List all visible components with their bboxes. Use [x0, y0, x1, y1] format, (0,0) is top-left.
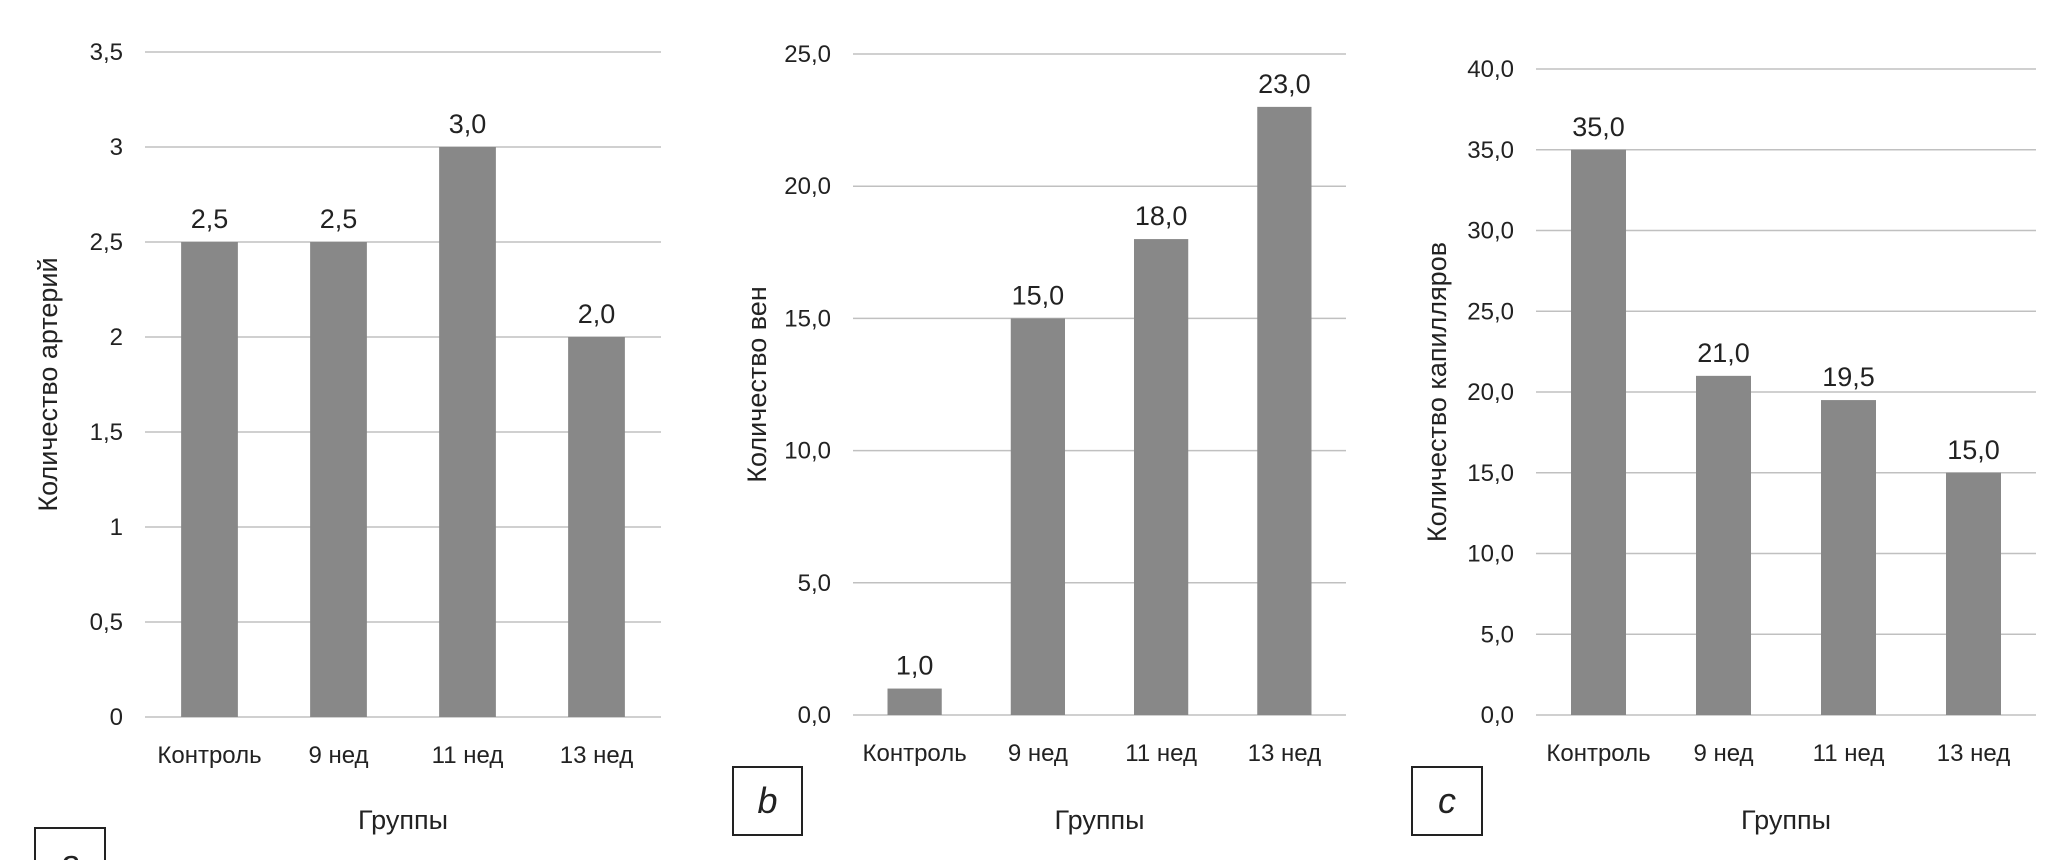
x-axis-title: Группы [358, 805, 448, 835]
y-tick-label: 25,0 [784, 41, 831, 68]
bar [1571, 149, 1626, 715]
x-tick-label: 9 нед [1008, 740, 1068, 767]
y-tick-label: 3,5 [90, 39, 123, 66]
bar [1134, 239, 1189, 715]
bar [439, 147, 496, 717]
data-label: 19,5 [1822, 362, 1875, 392]
y-tick-label: 0 [110, 704, 123, 731]
y-tick-label: 35,0 [1467, 137, 1514, 164]
data-label: 18,0 [1135, 201, 1188, 231]
y-tick-label: 5,0 [1481, 621, 1514, 648]
x-tick-label: Контроль [863, 740, 967, 767]
x-tick-label: 13 нед [1248, 740, 1321, 767]
x-tick-label: 9 нед [308, 742, 368, 769]
y-tick-label: 15,0 [1467, 460, 1514, 487]
y-tick-label: 5,0 [798, 570, 831, 597]
y-tick-label: 10,0 [1467, 541, 1514, 568]
chart-c: 0,0 5,0 10,0 15,0 20,0 25,0 30,0 35,0 40,0 35,0 Ко… [1411, 56, 2036, 836]
data-label: 15,0 [1947, 435, 2000, 465]
y-tick-label: 0,5 [90, 609, 123, 636]
data-label: 2,5 [191, 204, 229, 234]
bar [1696, 375, 1751, 715]
panel-label: a [60, 842, 80, 860]
chart-b: 0,0 5,0 10,0 15,0 20,0 25,0 1,0 Контроль 15,0 9 н… [732, 41, 1346, 836]
data-label: 3,0 [449, 109, 487, 139]
x-tick-label: 11 нед [432, 742, 504, 769]
data-label: 15,0 [1012, 280, 1065, 310]
x-tick-label: 11 нед [1125, 740, 1197, 767]
y-tick-label: 25,0 [1467, 298, 1514, 325]
y-tick-label: 3 [110, 134, 123, 161]
y-tick-label: 40,0 [1467, 56, 1514, 83]
y-tick-label: 10,0 [784, 438, 831, 465]
x-tick-label: Контроль [1546, 740, 1650, 767]
y-tick-label: 30,0 [1467, 218, 1514, 245]
y-tick-label: 2,5 [90, 229, 123, 256]
bar [1010, 318, 1065, 715]
y-axis-title: Количество капилляров [1422, 242, 1452, 542]
x-axis-title: Группы [1055, 805, 1145, 835]
bar [568, 337, 625, 717]
y-tick-label: 20,0 [1467, 379, 1514, 406]
x-axis-title: Группы [1741, 805, 1831, 835]
data-label: 1,0 [896, 651, 934, 681]
y-tick-label: 15,0 [784, 305, 831, 332]
chart-a: 0 0,5 1 1,5 2 2,5 3 3,5 2,5 Контроль 2,5 9 нед 3,0 11… [33, 39, 661, 860]
panel-label: c [1438, 780, 1456, 821]
data-label: 21,0 [1697, 338, 1750, 368]
y-axis-title: Количество артерий [33, 257, 63, 511]
bar [181, 242, 238, 717]
bar [1257, 106, 1312, 715]
bar [310, 242, 367, 717]
x-tick-label: 13 нед [560, 742, 633, 769]
bar [1946, 472, 2001, 715]
y-tick-label: 20,0 [784, 173, 831, 200]
y-axis-title: Количество вен [742, 286, 772, 482]
panel-label-box [732, 766, 803, 836]
data-label: 23,0 [1258, 69, 1311, 99]
data-label: 35,0 [1572, 112, 1625, 142]
y-tick-label: 2 [110, 324, 123, 351]
y-tick-label: 0,0 [798, 702, 831, 729]
x-tick-label: 9 нед [1693, 740, 1753, 767]
y-tick-label: 1 [110, 514, 123, 541]
panel-label-box [1411, 766, 1483, 836]
data-label: 2,5 [320, 204, 358, 234]
y-tick-label: 1,5 [90, 419, 123, 446]
y-tick-label: 0,0 [1481, 702, 1514, 729]
data-label: 2,0 [578, 299, 616, 329]
x-tick-label: Контроль [157, 742, 261, 769]
x-tick-label: 13 нед [1937, 740, 2010, 767]
x-tick-label: 11 нед [1813, 740, 1885, 767]
panel-label: b [757, 780, 777, 821]
bar [887, 688, 942, 715]
bar [1821, 400, 1876, 715]
panel-label-box [34, 827, 106, 860]
